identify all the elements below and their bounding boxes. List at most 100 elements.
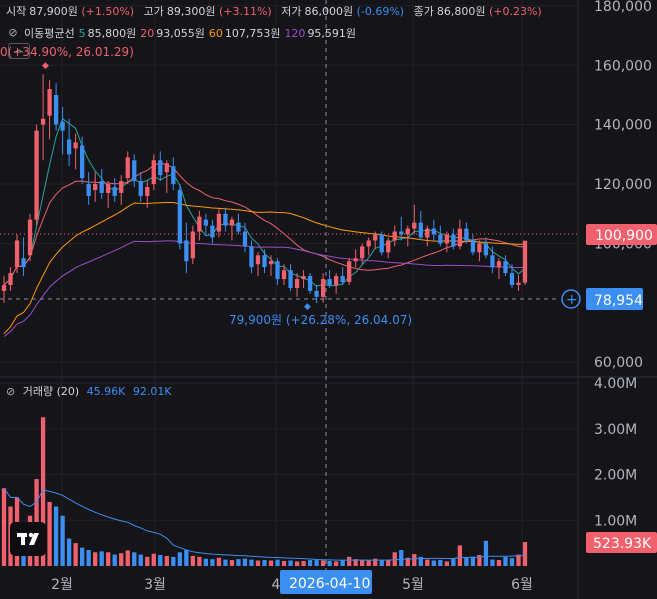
volume-bar [229,560,235,566]
volume-bar [373,558,378,566]
price-tag [586,224,657,245]
volume-bar [112,554,117,566]
low-label: 저가 [281,5,302,18]
volume-bar [210,559,215,566]
volume-bar [262,560,267,566]
candle [327,270,332,288]
candle [333,273,339,294]
ma-legend: ⊘ 이동평균선 5 85,800원 20 93,055원 60 107,753원… [6,25,360,41]
candle [14,234,20,274]
volume-bar [457,545,463,566]
candle [106,181,111,208]
candle [132,154,137,188]
candle [125,151,130,185]
candle [405,225,410,247]
volume-bar [301,560,306,566]
volume-bar [80,547,85,566]
candle [112,178,117,202]
candle [294,273,300,297]
volume-bar [320,560,326,566]
price-axis-tick: 60,000 [594,355,643,371]
crosshair-date-tag [280,570,372,594]
price-axis-tick: 180,000 [594,0,652,15]
volume-value-2: 92.01K [132,385,172,398]
volume-bar [47,501,52,566]
price-axis-tick: 160,000 [594,58,652,74]
volume-bar [53,506,59,566]
candle [223,207,228,232]
volume-bar [203,558,209,566]
low-marker: ◆ [304,302,311,312]
volume-bar [327,560,332,566]
tradingview-logo [10,522,46,556]
candle [93,172,98,202]
volume-bar [425,559,430,566]
ma-period-60: 60 [208,26,223,40]
close-label: 종가 [413,5,434,18]
volume-bar [294,561,300,566]
collapse-legend-button[interactable]: ︿ [8,43,30,59]
time-axis-tick: 5월 [402,577,424,593]
candle [431,219,436,241]
volume-bar [197,556,202,566]
ma-line-120 [3,240,526,337]
volume-bar [522,542,528,566]
volume-bar [444,561,449,566]
candle [47,80,52,140]
candle [275,258,280,285]
candle [418,210,423,241]
candle [255,252,261,277]
open-change: (+1.50%) [81,5,135,18]
volume-bar [86,549,91,566]
candle [1,276,7,303]
volume-bar [119,553,124,566]
volume-bar [470,556,476,566]
ma-period-20: 20 [140,26,155,40]
volume-bar [412,554,417,566]
volume-title: 거래량 (20) [22,385,80,398]
candle [171,157,176,190]
candle [314,284,319,304]
candle [262,249,267,274]
candle [210,219,215,244]
time-axis-tick: 6월 [511,577,533,593]
low-change: (-0.69%) [356,5,405,18]
volume-bar [158,555,163,566]
candle [516,275,521,291]
candle [522,240,528,285]
candle [483,237,489,259]
volume-bar [307,560,313,566]
volume-bar [379,560,384,566]
high-marker: ◆ [42,61,49,71]
candle [366,237,371,256]
ma-value-60: 107,753원 [224,27,281,40]
volume-value-1: 45.96K [86,385,126,398]
volume-bar [236,559,241,566]
candle [216,207,222,238]
volume-bar [496,560,502,566]
volume-bar [1,488,7,566]
volume-bar [490,559,495,566]
candle [138,172,143,202]
candle [99,169,104,199]
high-change: (+3.11%) [218,5,272,18]
candle [386,237,391,259]
eye-slash-icon[interactable]: ⊘ [6,385,16,398]
candle [477,240,482,262]
volume-bar [431,560,436,566]
low-annotation: 79,900원 (+26.28%, 26.04.07) [229,313,412,327]
candle [444,231,449,253]
volume-bar [405,557,410,566]
eye-slash-icon[interactable]: ⊘ [8,26,18,39]
candle [197,210,202,241]
volume-bar [125,550,130,566]
candle [392,225,397,247]
volume-bar [177,552,182,566]
volume-bar [190,555,196,566]
volume-bar [73,543,78,566]
add-alert-icon[interactable] [561,289,581,309]
volume-bar [106,552,111,566]
candle [373,231,378,250]
volume-bar [242,558,248,566]
